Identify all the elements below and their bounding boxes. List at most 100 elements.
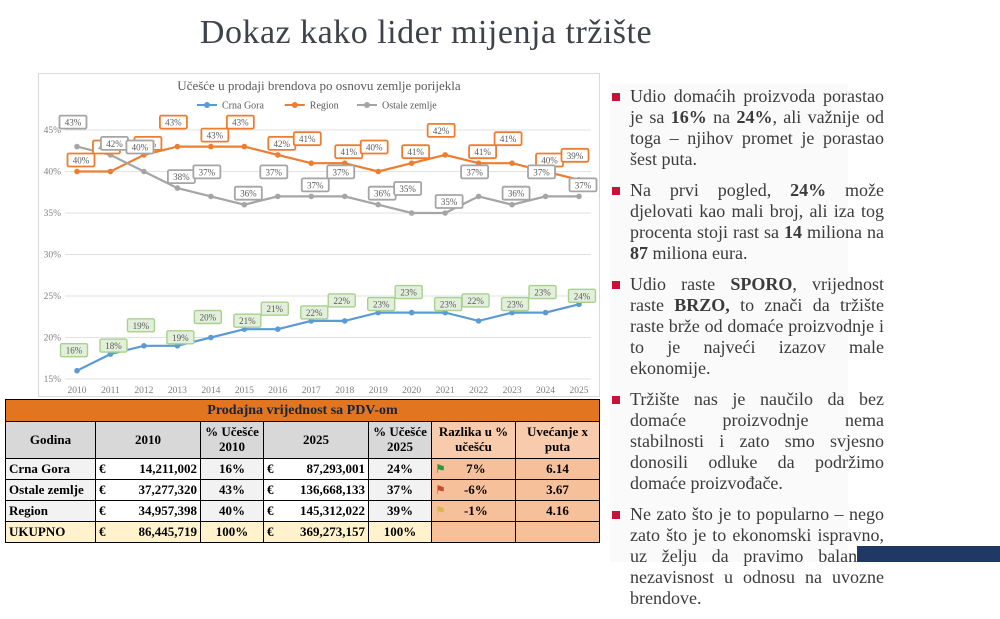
data-label: 36%: [374, 189, 391, 199]
data-label: 22%: [306, 308, 323, 318]
share-difference-cell: ⚑ -6%: [431, 479, 516, 501]
data-label: 43%: [165, 118, 182, 128]
data-label: 21%: [267, 304, 284, 314]
data-label: 23%: [507, 300, 524, 310]
data-label: 18%: [105, 341, 122, 351]
data-label-box: [359, 139, 389, 155]
share-2025: 100%: [368, 521, 432, 543]
data-label: 37%: [533, 167, 550, 177]
data-label: 37%: [466, 167, 483, 177]
data-label-box: [568, 177, 598, 193]
data-label-box: [193, 309, 223, 325]
data-point: [442, 152, 448, 158]
data-label: 40%: [366, 143, 383, 153]
data-label: 41%: [474, 147, 491, 157]
bullet-text: Tržište nas je naučilo da bez domaće pro…: [630, 389, 884, 493]
x-tick-label: 2021: [436, 386, 455, 396]
footer-accent-bar: [857, 546, 1000, 562]
data-label: 38%: [173, 172, 190, 182]
column-header: % Učešće 2010: [200, 421, 264, 459]
data-point: [241, 201, 248, 208]
data-label-box: [58, 114, 88, 130]
column-header: Godina: [5, 421, 96, 459]
data-label: 19%: [133, 321, 150, 331]
data-point: [408, 309, 415, 316]
page-title: Dokaz kako lider mijenja tržište: [199, 14, 653, 51]
bullet-marker: [612, 281, 620, 289]
share-difference-cell: ⚑ 7%: [431, 458, 516, 480]
bullet-item: Na prvi pogled, 24% može djelovati kao m…: [612, 180, 884, 264]
data-label: 43%: [65, 118, 82, 128]
data-label: 37%: [266, 167, 283, 177]
green-flag-icon: ⚑: [435, 462, 446, 476]
data-point: [341, 193, 348, 200]
key-points-list: Udio domaćih proizvoda porastao je sa 16…: [612, 86, 884, 619]
data-label: 41%: [299, 134, 316, 144]
data-label: 40%: [73, 156, 90, 166]
data-label: 19%: [172, 333, 189, 343]
bullet-marker: [612, 187, 620, 195]
bullet-item: Udio raste SPORO, vrijednost raste BRZO,…: [612, 274, 884, 379]
data-point: [141, 168, 147, 175]
data-label-box: [66, 152, 96, 168]
data-label-box: [567, 288, 597, 304]
data-label: 23%: [373, 300, 390, 310]
data-label-box: [125, 139, 155, 155]
data-label-box: [327, 293, 356, 308]
y-tick-label: 40%: [44, 168, 62, 178]
legend-label: Crna Gora: [222, 101, 264, 112]
data-label: 22%: [467, 296, 484, 306]
series-line: [77, 145, 580, 181]
x-tick-label: 2019: [369, 386, 388, 396]
value-2025: 136,668,133: [281, 479, 369, 501]
value-2025: 369,273,157: [281, 521, 369, 543]
share-2025: 37%: [368, 479, 432, 501]
table-row: Crna Gora €14,211,002 16% €87,293,001 24% ⚑ 7%…: [5, 458, 600, 480]
currency-symbol: €: [263, 521, 282, 543]
data-point: [375, 168, 382, 175]
data-label-box: [225, 114, 255, 130]
data-label-box: [233, 313, 262, 328]
data-label: 37%: [199, 167, 216, 177]
data-label-box: [500, 296, 530, 312]
x-tick-label: 2016: [268, 386, 287, 396]
bullet-text: Udio domaćih proizvoda porastao je sa 16…: [630, 86, 884, 169]
data-label-box: [393, 181, 423, 196]
currency-symbol: €: [95, 458, 114, 480]
legend-label: Ostale zemlje: [382, 101, 437, 112]
table-row: Region €34,957,398 40% €145,312,022 39% ⚑ -1% 4…: [5, 500, 600, 522]
currency-symbol: €: [95, 479, 114, 501]
x-tick-label: 2011: [101, 386, 120, 396]
data-label: 41%: [407, 147, 424, 157]
table-title-row: Prodajna vrijednost sa PDV-om: [5, 399, 600, 422]
table-row: UKUPNO €86,445,719 100% €369,273,157 100%: [5, 521, 600, 543]
data-label-box: [166, 330, 195, 345]
share-difference-cell: [431, 521, 516, 543]
share-2010: 16%: [200, 458, 264, 480]
data-label-box: [59, 343, 89, 358]
data-point: [74, 168, 80, 175]
share-difference-value: 7%: [466, 461, 486, 476]
data-label: 43%: [232, 118, 249, 128]
data-point: [375, 201, 382, 208]
multiplier-value: 3.67: [515, 479, 600, 501]
data-label-box: [192, 164, 222, 180]
data-label: 35%: [441, 197, 458, 207]
data-label-box: [426, 123, 456, 138]
value-2025: 87,293,001: [281, 458, 369, 480]
currency-symbol: €: [95, 500, 114, 522]
column-header: 2010: [95, 421, 201, 459]
data-label-box: [461, 293, 490, 308]
y-tick-label: 30%: [44, 251, 62, 261]
bullet-marker: [612, 93, 620, 101]
y-tick-label: 25%: [44, 292, 62, 302]
row-label: Region: [5, 500, 96, 522]
data-label-box: [468, 144, 498, 160]
data-label-box: [126, 318, 156, 333]
data-label-box: [233, 185, 263, 201]
data-point: [308, 193, 315, 200]
data-point: [107, 168, 114, 175]
bullet-item: Udio domaćih proizvoda porastao je sa 16…: [612, 86, 884, 170]
multiplier-value: 4.16: [515, 500, 600, 522]
bullet-text: Ne zato što je to popularno – nego zato …: [630, 504, 884, 608]
